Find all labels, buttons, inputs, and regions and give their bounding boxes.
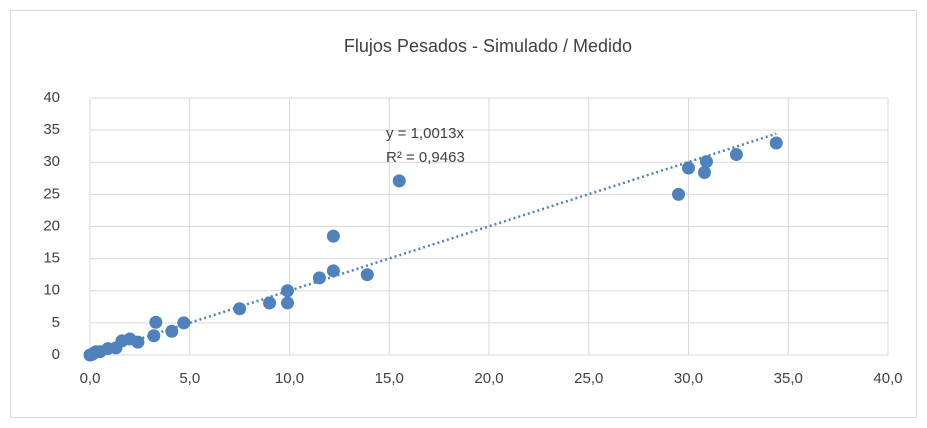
x-tick-label: 5,0 [179, 370, 200, 387]
y-tick-label: 15 [43, 250, 60, 267]
point [360, 268, 374, 282]
x-tick-label: 35,0 [774, 370, 803, 387]
trendline-r2: R² = 0,9463 [386, 149, 465, 166]
y-tick-label: 0 [52, 346, 60, 363]
point [147, 329, 161, 343]
point [177, 316, 191, 330]
x-tick-label: 40,0 [873, 370, 902, 387]
x-tick-label: 25,0 [574, 370, 603, 387]
chart-frame [10, 10, 917, 418]
x-tick-label: 15,0 [375, 370, 404, 387]
point [326, 264, 340, 278]
point [672, 187, 686, 201]
x-tick-label: 20,0 [474, 370, 503, 387]
point [281, 284, 295, 298]
y-tick-label: 25 [43, 185, 60, 202]
point [312, 271, 326, 285]
point [682, 161, 695, 175]
trendline-equation: y = 1,0013x [386, 125, 464, 142]
y-tick-label: 5 [52, 314, 60, 331]
y-tick-label: 40 [43, 89, 60, 106]
point [769, 136, 783, 150]
point [281, 296, 295, 310]
y-tick-label: 35 [43, 121, 60, 138]
y-tick-label: 30 [43, 153, 60, 170]
point [392, 174, 406, 188]
point [729, 148, 743, 162]
point [233, 302, 247, 316]
point [149, 315, 163, 329]
x-tick-label: 30,0 [674, 370, 703, 387]
chart-title: Flujos Pesados - Simulado / Medido [344, 36, 632, 56]
y-tick-label: 10 [43, 282, 60, 299]
x-tick-label: 10,0 [275, 370, 304, 387]
x-tick-label: 0,0 [80, 370, 101, 387]
point [263, 296, 277, 310]
y-tick-label: 20 [43, 217, 60, 234]
point [699, 155, 713, 169]
point [131, 335, 145, 349]
point [697, 166, 711, 180]
trendline [89, 132, 777, 357]
point [165, 324, 179, 338]
point [326, 229, 340, 243]
